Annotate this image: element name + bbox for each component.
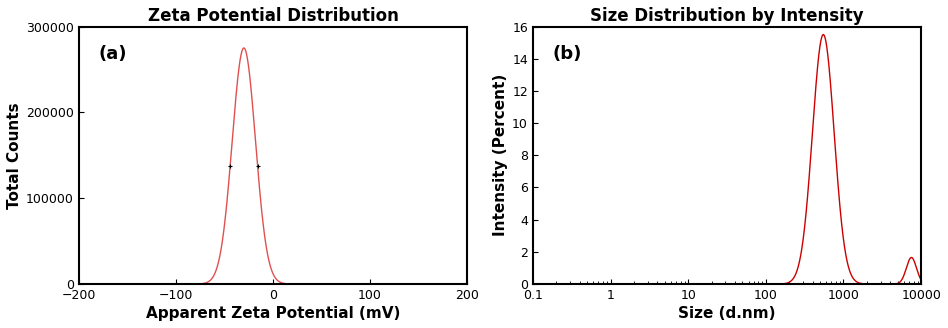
Title: Zeta Potential Distribution: Zeta Potential Distribution — [148, 7, 398, 25]
Title: Size Distribution by Intensity: Size Distribution by Intensity — [591, 7, 864, 25]
Text: (b): (b) — [553, 45, 582, 63]
Text: (a): (a) — [99, 45, 127, 63]
Y-axis label: Total Counts: Total Counts — [7, 102, 22, 209]
X-axis label: Apparent Zeta Potential (mV): Apparent Zeta Potential (mV) — [146, 306, 400, 321]
X-axis label: Size (d.nm): Size (d.nm) — [678, 306, 775, 321]
Y-axis label: Intensity (Percent): Intensity (Percent) — [493, 74, 508, 236]
